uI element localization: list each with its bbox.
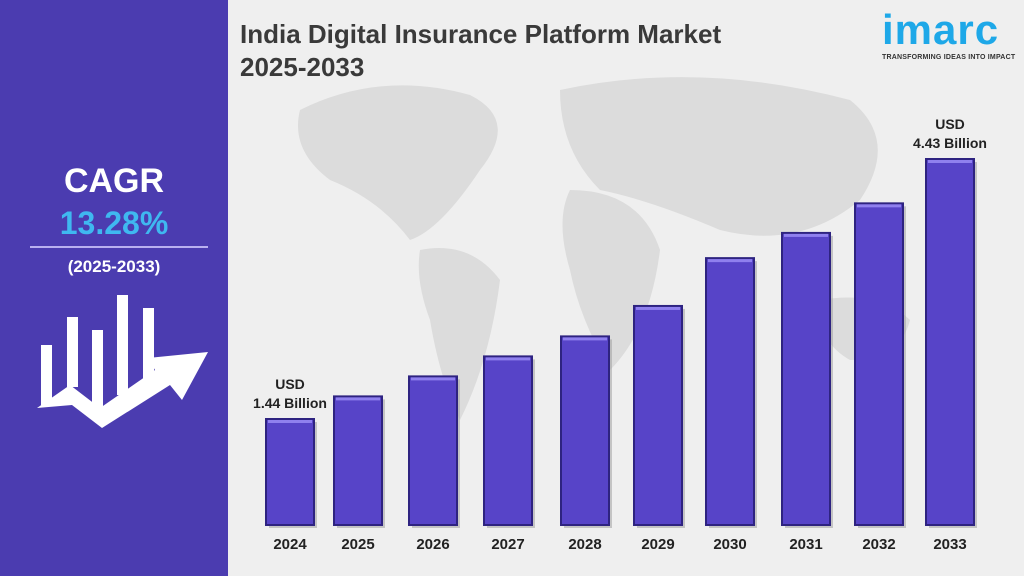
logo-word: imarc	[882, 6, 1000, 53]
bar-2029	[633, 304, 685, 528]
year-label: 2030	[713, 536, 746, 553]
annotation-value: 4.43 Billion	[913, 135, 987, 151]
cagr-value: 13.28%	[59, 205, 169, 241]
annotation-unit: USD	[935, 116, 965, 132]
cagr-label: CAGR	[63, 162, 165, 200]
year-label: 2024	[273, 536, 307, 553]
bar-2028	[560, 335, 612, 528]
cagr-panel	[0, 0, 228, 576]
year-label: 2032	[862, 536, 895, 553]
year-label: 2033	[933, 536, 966, 553]
year-label: 2029	[641, 536, 674, 553]
title-line-1: India Digital Insurance Platform Market	[240, 19, 722, 49]
bar-2026	[408, 375, 460, 528]
growth-chart-arrow-icon	[37, 295, 208, 428]
divider	[30, 246, 208, 248]
value-annotation: USD 4.43 Billion	[890, 115, 1010, 153]
bar-2031	[781, 231, 833, 529]
bar-2030	[705, 257, 757, 528]
year-label: 2031	[789, 536, 822, 553]
logo-tagline: TRANSFORMING IDEAS INTO IMPACT	[882, 54, 1016, 61]
bar-2024	[265, 418, 317, 528]
value-annotation: USD 1.44 Billion	[230, 375, 350, 413]
year-label: 2026	[416, 536, 449, 553]
bar-2032	[854, 202, 906, 528]
year-label: 2025	[341, 536, 374, 553]
title-line-2: 2025-2033	[240, 52, 365, 82]
bar-2033	[925, 158, 977, 528]
bar-2027	[483, 355, 535, 528]
year-label: 2027	[491, 536, 524, 553]
annotation-unit: USD	[275, 376, 305, 392]
bar-2025	[333, 395, 385, 528]
year-label: 2028	[568, 536, 601, 553]
cagr-period: (2025-2033)	[67, 257, 161, 276]
chart-title: India Digital Insurance Platform Market …	[240, 18, 721, 84]
annotation-value: 1.44 Billion	[253, 395, 327, 411]
imarc-logo: imarc TRANSFORMING IDEAS INTO IMPACT	[882, 6, 1022, 61]
